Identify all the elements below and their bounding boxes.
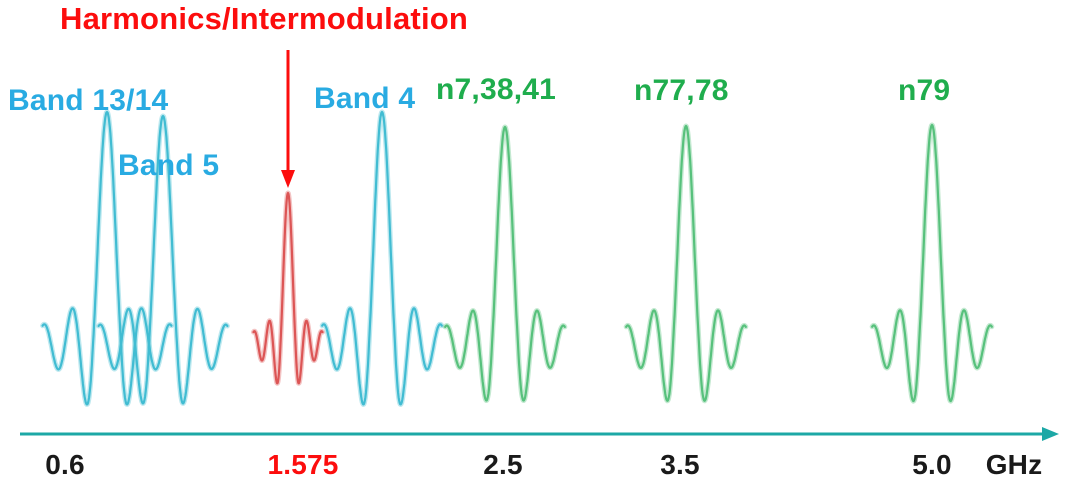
axis-tick-5p0: 5.0 [912, 449, 952, 480]
axis-tick-2p5: 2.5 [483, 449, 523, 480]
axis-tick-0p6: 0.6 [45, 449, 85, 480]
pulse-curves [40, 109, 995, 407]
band-label-n7-38-41: n7,38,41 [436, 73, 557, 106]
diagram-title: Harmonics/Intermodulation [60, 1, 469, 36]
axis-tick-1p575: 1.575 [267, 449, 339, 480]
axis-tick-3p5: 3.5 [660, 449, 700, 480]
band-label-5: Band 5 [118, 149, 220, 182]
pulse-curve [97, 114, 229, 405]
axis-unit-label: GHz [985, 449, 1043, 480]
pulse-curve [444, 125, 566, 402]
axis-arrowhead-icon [1042, 427, 1059, 441]
pulse-curve [41, 110, 173, 406]
annotation-arrow-head-icon [281, 170, 295, 188]
band-label-n79: n79 [898, 74, 951, 107]
pulse-curve [625, 124, 747, 402]
band-label-13-14: Band 13/14 [8, 84, 169, 117]
pulse-curve [321, 110, 443, 406]
band-label-4: Band 4 [314, 82, 416, 115]
pulse-curve [252, 191, 324, 385]
band-label-n77-78: n77,78 [634, 74, 729, 107]
pulse-curve [871, 123, 993, 403]
